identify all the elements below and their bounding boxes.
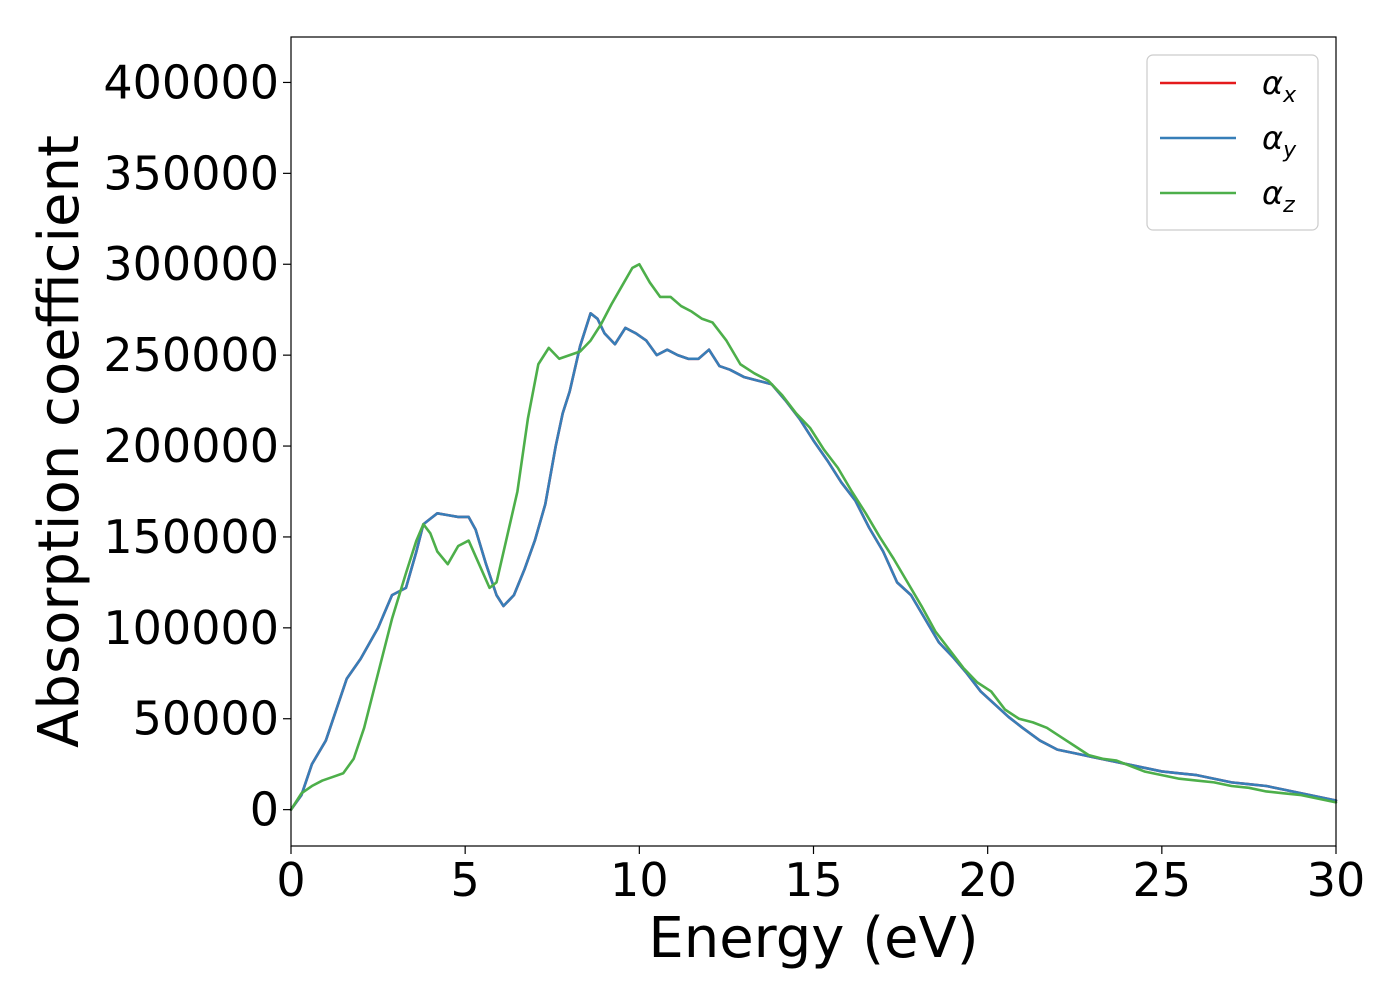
legend-label-y: αy [1262,119,1297,163]
y-tick-label: 350000 [103,146,279,200]
x-axis-title: Energy (eV) [648,906,978,971]
legend: αx αy αz [1146,54,1319,231]
y-axis-ticks: 0 50000 100000 150000 200000 250000 300000 3500… [103,55,291,837]
x-tick-label: 30 [1307,853,1366,907]
y-tick-label: 150000 [103,510,279,564]
series-line-z [289,262,1338,811]
x-tick-label: 5 [451,853,480,907]
y-tick-label: 300000 [103,237,279,291]
x-tick-label: 0 [276,853,305,907]
legend-label-x: αx [1262,64,1297,108]
legend-box [1146,54,1319,231]
y-tick-label: 100000 [103,601,279,655]
x-axis-ticks: 0 5 10 15 20 25 30 [276,846,1365,907]
y-tick-label: 400000 [103,55,279,109]
y-tick-label: 50000 [133,692,279,746]
y-tick-label: 0 [250,783,279,837]
x-tick-label: 10 [610,853,669,907]
x-tick-label: 25 [1133,853,1192,907]
y-tick-label: 250000 [103,328,279,382]
legend-label-z: αz [1262,174,1295,218]
series-layer [289,262,1338,811]
y-axis-title: Absorption coefficient [27,135,92,748]
x-tick-label: 15 [784,853,843,907]
y-tick-label: 200000 [103,419,279,473]
x-tick-label: 20 [958,853,1017,907]
